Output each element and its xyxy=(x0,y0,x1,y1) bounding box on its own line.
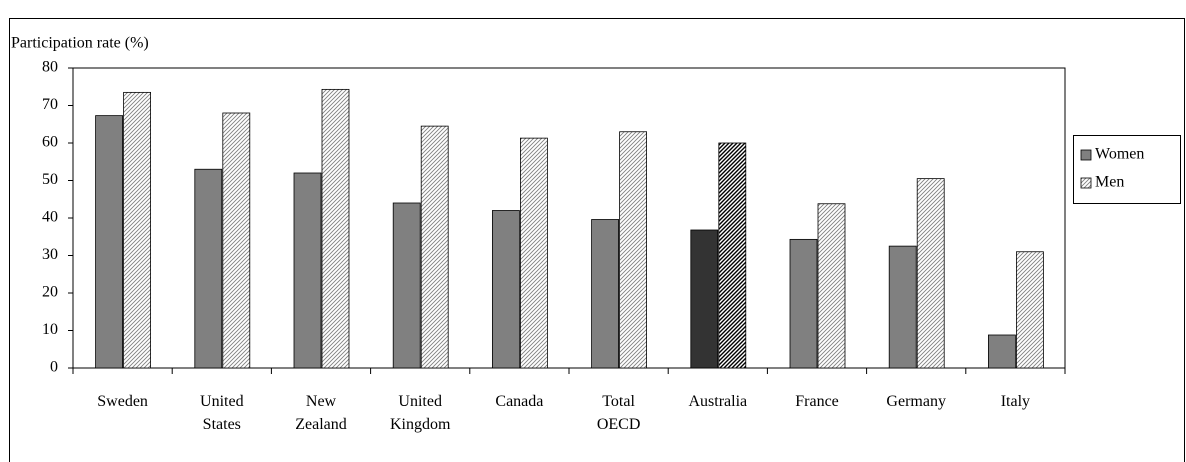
y-tick-label: 30 xyxy=(42,246,58,263)
bar xyxy=(520,137,548,369)
bar xyxy=(817,203,846,369)
bar xyxy=(789,238,818,369)
y-tick-label: 0 xyxy=(50,359,58,376)
x-tick-label: Italy xyxy=(1000,393,1031,410)
y-tick-label: 10 xyxy=(42,321,58,338)
bar xyxy=(95,115,123,369)
x-tick-label: Total OECD xyxy=(596,393,641,433)
bar xyxy=(420,125,449,369)
bar xyxy=(591,219,619,369)
bar xyxy=(916,178,945,369)
y-tick-label: 50 xyxy=(42,171,58,188)
y-tick-label: 80 xyxy=(42,59,58,76)
x-tick-label: New Zealand xyxy=(295,393,347,433)
x-tick-label: Canada xyxy=(495,393,544,410)
legend-swatch xyxy=(1080,149,1092,161)
bar xyxy=(988,334,1016,369)
frame xyxy=(9,18,1185,462)
x-tick-label: Sweden xyxy=(97,393,148,410)
x-tick-label: Australia xyxy=(688,393,748,410)
x-tick-label: Germany xyxy=(886,393,946,410)
y-tick-label: 20 xyxy=(42,284,58,301)
legend-label: Men xyxy=(1095,174,1124,191)
x-tick-label: United States xyxy=(200,393,244,433)
y-tick-label: 60 xyxy=(42,134,58,151)
bar xyxy=(690,229,719,369)
y-axis-label: Participation rate (%) xyxy=(11,35,149,52)
bar xyxy=(194,168,223,369)
legend-box xyxy=(1073,135,1181,204)
y-tick-label: 70 xyxy=(42,96,58,113)
bar xyxy=(888,245,917,369)
bar xyxy=(491,210,520,369)
legend-swatch xyxy=(1080,177,1092,189)
bar xyxy=(619,131,647,369)
bar xyxy=(222,112,251,369)
bar xyxy=(321,88,350,369)
y-tick-label: 40 xyxy=(42,209,58,226)
x-tick-label: United Kingdom xyxy=(389,393,451,433)
legend-label: Women xyxy=(1095,146,1144,163)
x-tick-label: France xyxy=(795,393,839,410)
bar xyxy=(392,202,421,369)
bar xyxy=(123,91,151,369)
bar xyxy=(1016,251,1044,369)
bar xyxy=(293,172,322,369)
bar xyxy=(718,142,747,369)
